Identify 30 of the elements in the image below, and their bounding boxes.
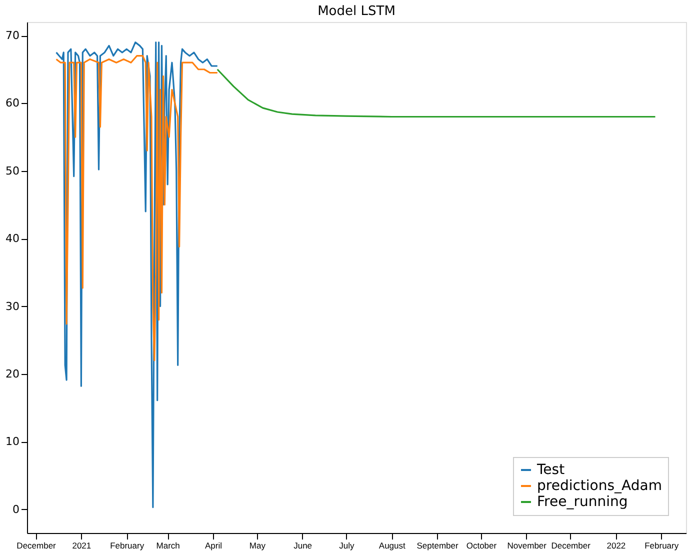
x-tick-label: 2022 bbox=[606, 540, 626, 550]
legend-label: predictions_Adam bbox=[537, 478, 662, 494]
x-tick-label: 2021 bbox=[72, 540, 92, 550]
x-tick-label: June bbox=[294, 540, 312, 550]
y-tick-label: 0 bbox=[12, 502, 20, 516]
x-tick-label: May bbox=[249, 540, 266, 550]
chart-title: Model LSTM bbox=[318, 4, 396, 19]
line-series bbox=[55, 42, 218, 508]
legend-label: Free_running bbox=[537, 494, 628, 510]
y-tick-label: 60 bbox=[6, 96, 20, 110]
y-tick-label: 10 bbox=[6, 435, 20, 448]
line-series bbox=[216, 68, 656, 118]
x-tick-label: August bbox=[378, 540, 406, 550]
legend-label: Test bbox=[536, 462, 566, 478]
x-tick-label: December bbox=[16, 540, 56, 550]
x-tick-label: March bbox=[156, 540, 180, 550]
x-tick-label: February bbox=[110, 540, 145, 550]
y-tick-label: 70 bbox=[6, 29, 20, 42]
x-tick-label: December bbox=[551, 540, 591, 550]
y-tick-label: 30 bbox=[6, 300, 20, 313]
x-tick-label: April bbox=[204, 540, 222, 550]
x-tick-label: November bbox=[507, 540, 547, 550]
x-tick-label: September bbox=[416, 540, 458, 550]
y-tick-label: 40 bbox=[6, 232, 20, 246]
x-tick-label: October bbox=[466, 540, 497, 550]
y-tick-label: 50 bbox=[6, 164, 20, 178]
y-tick-label: 20 bbox=[6, 367, 20, 380]
x-tick-label: July bbox=[339, 540, 356, 550]
line-series bbox=[55, 55, 218, 362]
x-tick-label: February bbox=[644, 540, 680, 550]
